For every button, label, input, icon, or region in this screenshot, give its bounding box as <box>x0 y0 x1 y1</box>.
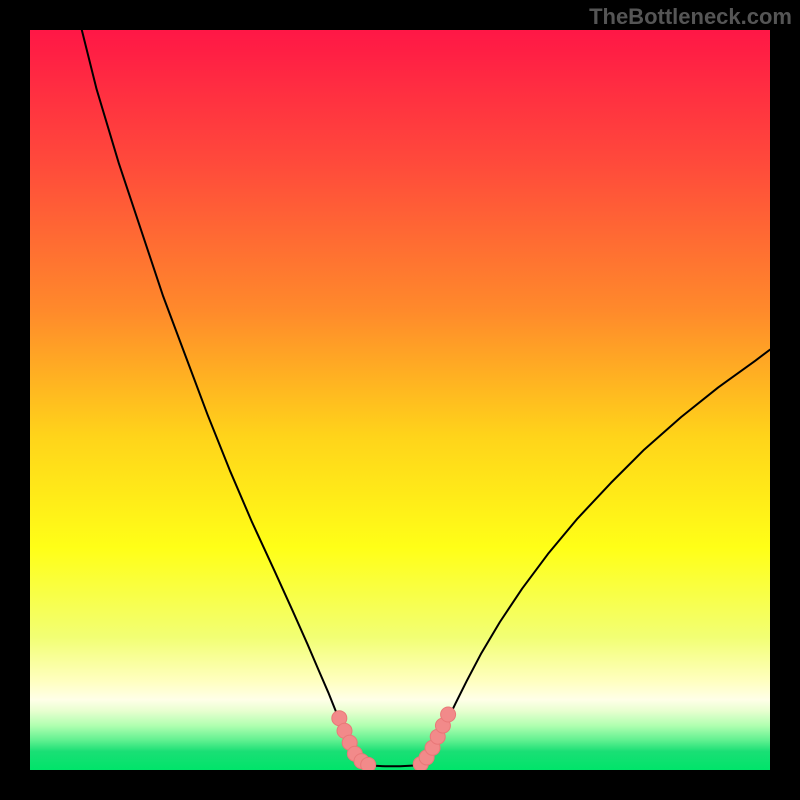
marker-left <box>361 757 376 770</box>
marker-right <box>441 707 456 722</box>
bottleneck-chart <box>30 30 770 770</box>
chart-stage: TheBottleneck.com <box>0 0 800 800</box>
watermark-text: TheBottleneck.com <box>589 4 792 30</box>
gradient-background <box>30 30 770 770</box>
